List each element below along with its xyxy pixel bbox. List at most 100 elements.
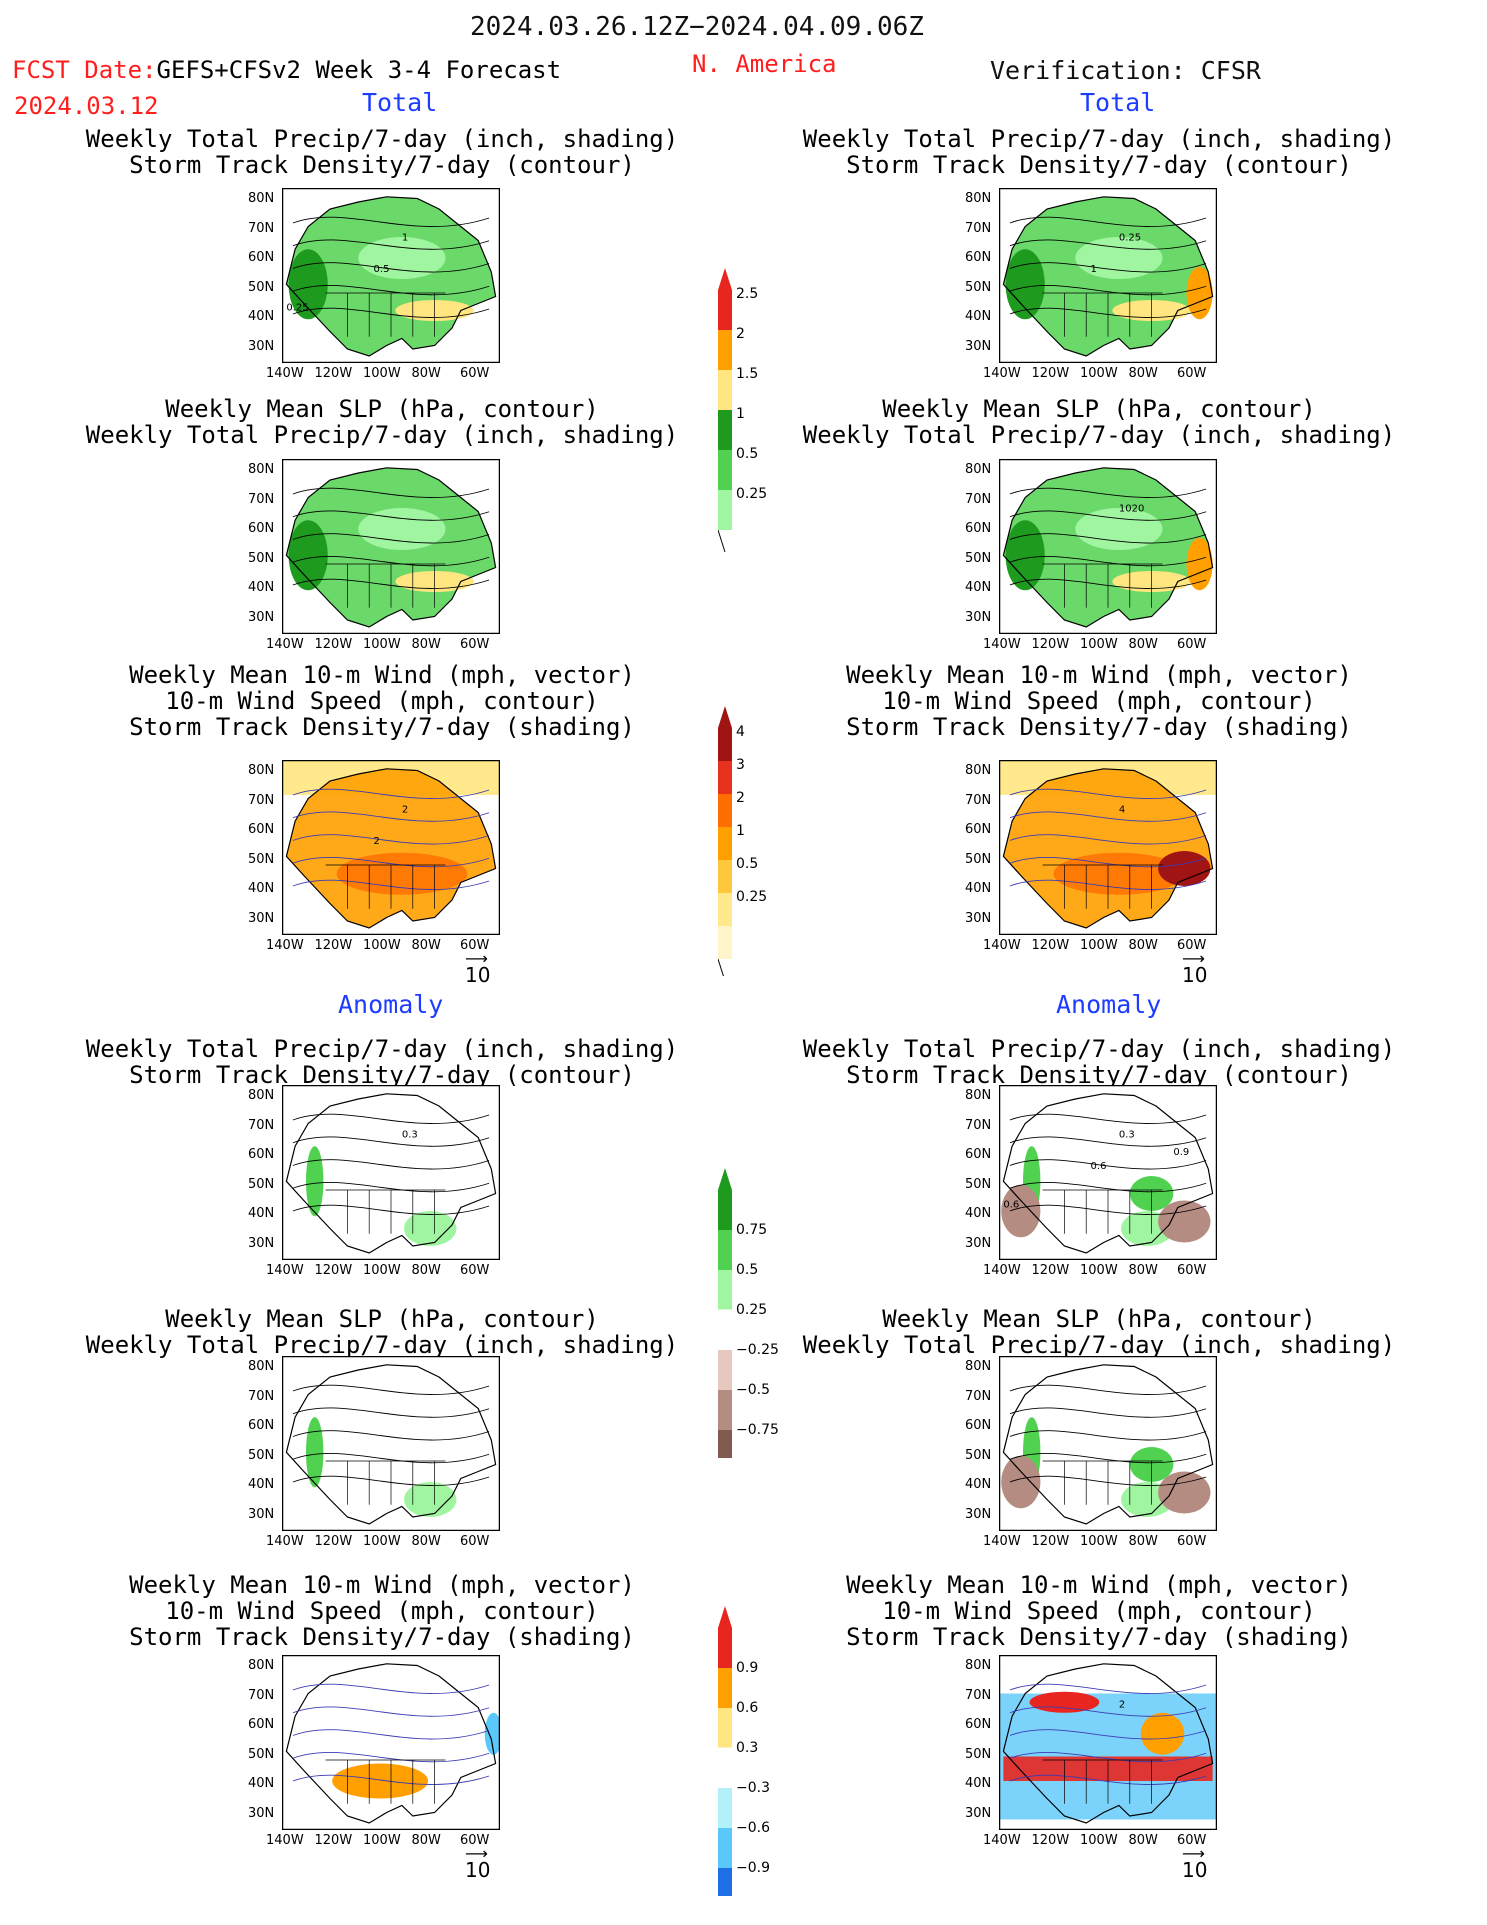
colorbar-segment — [718, 761, 732, 794]
contour-line — [292, 1159, 490, 1170]
colorbar-end-top — [718, 706, 732, 728]
colorbar-label: 0.5 — [736, 856, 758, 872]
panel-title-line: Weekly Mean SLP (hPa, contour) — [165, 1305, 599, 1333]
contour-line — [1009, 1475, 1207, 1486]
contour-line — [1009, 533, 1207, 544]
panel-title-line: Storm Track Density/7-day (shading) — [129, 1623, 635, 1651]
contour-line — [292, 1453, 490, 1464]
period-title: 2024.03.26.12Z−2024.04.09.06Z — [470, 12, 924, 42]
lat-tick-label: 50N — [965, 550, 992, 566]
lon-tick-label: 140W — [266, 366, 304, 381]
lon-tick-label: 60W — [1177, 1263, 1207, 1278]
contour-line — [1009, 1729, 1207, 1740]
contour-label: 0.3 — [402, 1130, 418, 1141]
anom-storm-pos-east — [1140, 1712, 1185, 1755]
panel-title-line: Weekly Mean 10-m Wind (mph, vector) — [846, 661, 1352, 689]
colorbar-end-top — [718, 1168, 732, 1190]
contour-line — [292, 1136, 490, 1147]
lat-tick-label: 80N — [965, 1088, 992, 1103]
lon-tick-label: 100W — [1080, 1263, 1118, 1278]
section-total-right: Total — [1080, 88, 1156, 117]
lon-tick-label: 80W — [411, 1263, 441, 1278]
map-frame — [999, 459, 1217, 634]
colorbar-label: 0.9 — [736, 1660, 758, 1676]
colorbar-label: 2 — [736, 790, 745, 806]
lon-tick-label: 140W — [983, 1263, 1021, 1278]
colorbar-end-bottom — [718, 958, 724, 976]
map-frame — [282, 760, 500, 935]
colorbar-segment — [718, 860, 732, 893]
panel-title-line: Weekly Mean 10-m Wind (mph, vector) — [129, 661, 635, 689]
lat-tick-label: 80N — [248, 1359, 275, 1374]
vector-reference: ⟶ 10 — [1182, 951, 1207, 986]
lat-tick-label: 60N — [965, 1147, 992, 1162]
lat-tick-label: 30N — [248, 1235, 275, 1251]
colorbar-label: 1.5 — [736, 366, 758, 382]
lat-tick-label: 70N — [248, 491, 275, 507]
colorbar-segment — [718, 1828, 732, 1868]
lon-tick-label: 80W — [411, 1833, 441, 1848]
contour-line — [292, 879, 490, 890]
panel-title-line: 10-m Wind Speed (mph, contour) — [165, 1597, 599, 1625]
lon-tick-label: 140W — [983, 637, 1021, 652]
section-anomaly-left: Anomaly — [338, 990, 444, 1019]
lon-tick-label: 60W — [460, 1263, 490, 1278]
lat-tick-label: 50N — [248, 1176, 275, 1192]
lat-tick-label: 50N — [965, 279, 992, 295]
contour-label: 0.25 — [1119, 233, 1141, 244]
lon-tick-label: 120W — [314, 1534, 353, 1549]
contour-line — [1009, 1453, 1207, 1464]
colorbar-label: 0.6 — [736, 1700, 758, 1716]
lon-tick-label: 60W — [1177, 1534, 1207, 1549]
contour-line — [1009, 879, 1207, 890]
map-panel — [999, 1356, 1217, 1531]
contour-label: 4 — [1119, 805, 1125, 816]
contour-line — [292, 510, 490, 521]
precip-heavy-east — [1186, 266, 1213, 320]
colorbar-segment — [718, 1350, 732, 1390]
panel-title-line: Weekly Total Precip/7-day (inch, shading… — [802, 1035, 1396, 1063]
anom-storm-pos — [332, 1763, 429, 1799]
contour-line — [1009, 307, 1207, 318]
contour-label: 0.6 — [1003, 1200, 1019, 1211]
map-panel: 4 — [999, 760, 1217, 935]
contour-label: 0.5 — [374, 264, 390, 275]
panel-title-line: Weekly Mean 10-m Wind (mph, vector) — [129, 1571, 635, 1599]
lat-tick-label: 80N — [965, 191, 992, 206]
contour-line — [292, 1752, 490, 1763]
panel-title-line: Weekly Mean SLP (hPa, contour) — [165, 395, 599, 423]
lon-tick-label: 100W — [1080, 637, 1118, 652]
lon-tick-label: 120W — [1031, 637, 1070, 652]
colorbar-label: 4 — [736, 724, 745, 740]
panel-title-line: 10-m Wind Speed (mph, contour) — [882, 687, 1316, 715]
colorbar-precip-anomaly: 0.75 0.5 0.25 −0.25 −0.5 −0.75 — [718, 1168, 779, 1458]
lat-tick-label: 40N — [248, 1477, 275, 1492]
colorbar-segment — [718, 410, 732, 450]
lat-tick-label: 40N — [965, 1477, 992, 1492]
map-frame — [999, 1655, 1217, 1830]
anom-storm-pos-north — [1029, 1691, 1100, 1713]
vector-reference: ⟶ 10 — [465, 1846, 490, 1881]
colorbar-storm-anomaly: 0.9 0.6 0.3 −0.3 −0.6 −0.9 — [718, 1606, 770, 1896]
map-panel: 1020 — [999, 459, 1217, 634]
lon-tick-label: 60W — [1177, 1833, 1207, 1848]
map-panel — [282, 1356, 500, 1531]
lat-tick-label: 40N — [248, 580, 275, 595]
lon-tick-label: 60W — [460, 637, 490, 652]
contour-line — [292, 239, 490, 250]
contour-label: 1 — [402, 233, 408, 244]
lon-tick-label: 80W — [1128, 1263, 1158, 1278]
lon-tick-label: 140W — [266, 637, 304, 652]
map-panel — [282, 459, 500, 634]
verification-label: Verification: CFSR — [990, 56, 1261, 85]
lat-tick-label: 60N — [248, 250, 275, 265]
lat-tick-label: 70N — [965, 491, 992, 507]
contour-line — [292, 1407, 490, 1418]
lat-tick-label: 40N — [248, 1206, 275, 1221]
lat-tick-label: 40N — [965, 1206, 992, 1221]
lat-tick-label: 30N — [248, 1506, 275, 1522]
lat-tick-label: 50N — [965, 1176, 992, 1192]
contour-label: 2 — [374, 836, 380, 847]
lat-tick-label: 50N — [965, 1447, 992, 1463]
lon-tick-label: 80W — [1128, 1534, 1158, 1549]
